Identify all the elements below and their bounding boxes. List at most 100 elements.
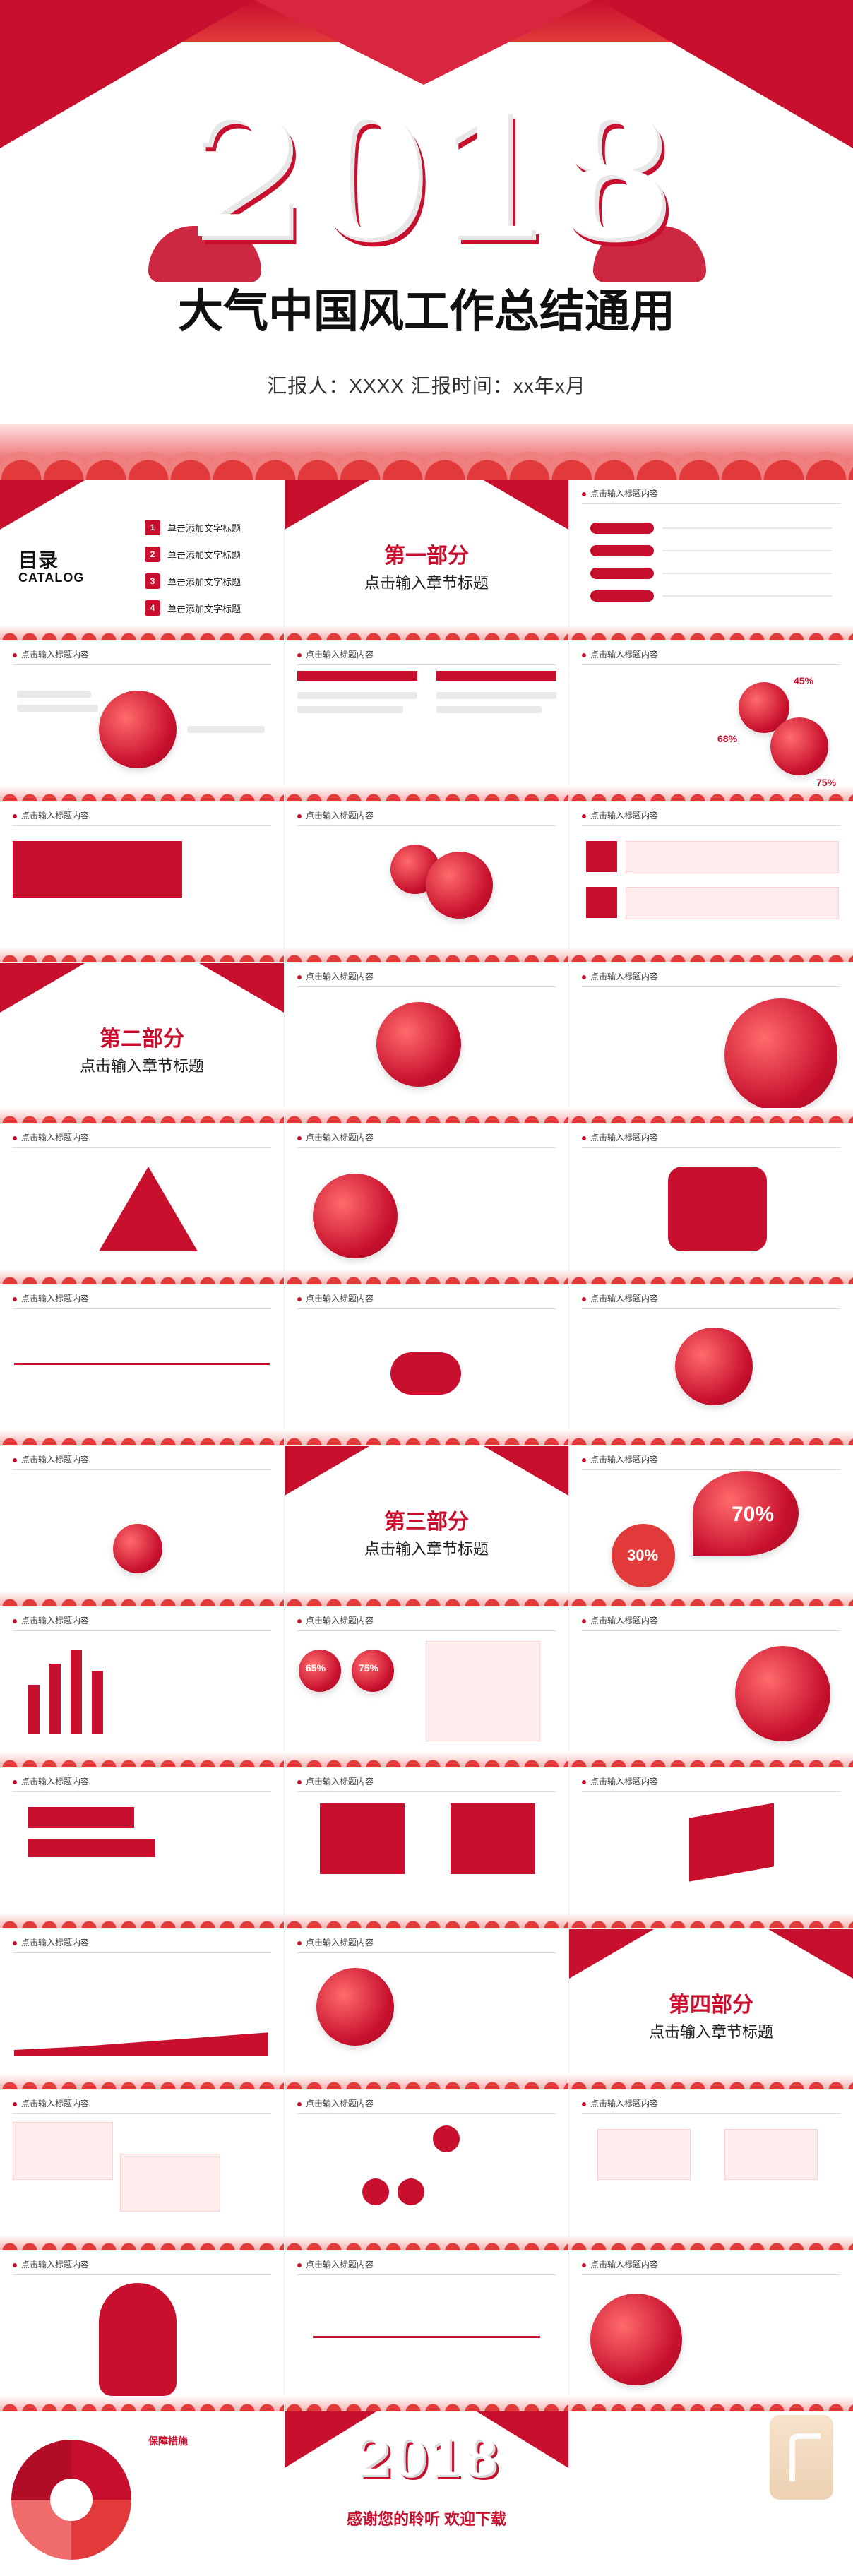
corner-ornament-tl bbox=[569, 1929, 654, 1979]
timeline bbox=[14, 1363, 270, 1365]
footer-wave bbox=[285, 2396, 568, 2411]
slide-radial: 点击输入标题内容 bbox=[0, 1446, 284, 1606]
footer-wave bbox=[285, 1430, 568, 1445]
slide-header: 点击输入标题内容 bbox=[297, 2258, 556, 2275]
corner-ornament-tr bbox=[199, 963, 284, 1013]
slide-section-4: 第四部分 点击输入章节标题 bbox=[569, 1929, 853, 2089]
corner-ornament-tl bbox=[0, 963, 85, 1013]
footer-wave bbox=[0, 1108, 284, 1123]
corner-ornament-tr bbox=[484, 1446, 568, 1496]
catalog-label: 单击添加文字标题 bbox=[167, 603, 241, 614]
banner bbox=[28, 1839, 155, 1857]
footer-wave bbox=[285, 1752, 568, 1767]
footer-wave bbox=[569, 786, 853, 801]
measures-label: 保障措施 bbox=[148, 2435, 188, 2447]
slide-phone: 点击输入标题内容 65% 75% bbox=[285, 1607, 568, 1767]
pie-chart bbox=[735, 1646, 830, 1741]
text-card bbox=[626, 841, 839, 873]
slide-header: 点击输入标题内容 bbox=[13, 2258, 271, 2275]
list-row bbox=[590, 523, 832, 534]
percent-label: 70% bbox=[732, 1503, 775, 1526]
pill bbox=[590, 545, 654, 556]
footer-wave bbox=[569, 625, 853, 640]
people-icon bbox=[586, 887, 617, 918]
slide-clouds: 点击输入标题内容 bbox=[285, 1285, 568, 1445]
phone-mockup bbox=[426, 1641, 540, 1741]
footer-wave bbox=[569, 2235, 853, 2250]
slide-section-2: 第二部分 点击输入章节标题 bbox=[0, 963, 284, 1123]
catalog-title: 目录 bbox=[18, 549, 59, 571]
slide-arrows: 点击输入标题内容 bbox=[0, 1285, 284, 1445]
slide-arc: 点击输入标题内容 bbox=[569, 963, 853, 1123]
footer-wave bbox=[0, 786, 284, 801]
catalog-label: 单击添加文字标题 bbox=[167, 549, 241, 561]
cloud-decoration-right bbox=[593, 226, 706, 282]
slide-header: 点击输入标题内容 bbox=[582, 1131, 840, 1148]
thumbnail-grid: 目录 CATALOG 1 单击添加文字标题 2 单击添加文字标题 3 单击添加文… bbox=[0, 480, 853, 2411]
slide-header: 点击输入标题内容 bbox=[297, 1131, 556, 1148]
footer-wave bbox=[0, 2235, 284, 2250]
footer-wave bbox=[0, 2396, 284, 2411]
slide-pie: 点击输入标题内容 bbox=[569, 1607, 853, 1767]
slide-steps: 点击输入标题内容 bbox=[285, 2251, 568, 2411]
profile-silhouette bbox=[99, 2283, 177, 2396]
slide-area: 点击输入标题内容 bbox=[0, 1929, 284, 2089]
pill bbox=[590, 590, 654, 602]
footer-wave bbox=[285, 947, 568, 962]
catalog-item: 4 单击添加文字标题 bbox=[145, 595, 272, 621]
slide-header: 点击输入标题内容 bbox=[297, 1775, 556, 1792]
cloud-icon bbox=[390, 1352, 461, 1395]
corner-ornament-tr bbox=[477, 2411, 568, 2468]
slide-section-1: 第一部分 点击输入章节标题 bbox=[285, 480, 568, 640]
list-row bbox=[590, 590, 832, 602]
slide-block: 点击输入标题内容 bbox=[0, 802, 284, 962]
slide-header: 点击输入标题内容 bbox=[13, 2097, 271, 2114]
slide-numbered: 点击输入标题内容 bbox=[285, 2090, 568, 2250]
catalog-number: 3 bbox=[145, 573, 160, 589]
slide-hexagons: 点击输入标题内容 bbox=[569, 1124, 853, 1284]
line bbox=[662, 573, 832, 574]
slide-header: 点击输入标题内容 bbox=[582, 1453, 840, 1470]
footer-wave bbox=[569, 1913, 853, 1928]
slide-icons: 点击输入标题内容 bbox=[569, 802, 853, 962]
catalog-item: 3 单击添加文字标题 bbox=[145, 568, 272, 595]
corner-ornament-tl bbox=[285, 2411, 376, 2468]
catalog-number: 1 bbox=[145, 520, 160, 535]
ornament-center bbox=[254, 0, 593, 85]
slide-list: 点击输入标题内容 bbox=[569, 480, 853, 640]
slide-bar-chart: 点击输入标题内容 bbox=[0, 1607, 284, 1767]
hub-circle bbox=[113, 1524, 162, 1573]
step-number bbox=[398, 2178, 424, 2205]
percent-label: 65% bbox=[306, 1662, 326, 1674]
slide-hearts: 点击输入标题内容 bbox=[285, 1929, 568, 2089]
text-placeholder bbox=[297, 706, 403, 713]
painting-image bbox=[120, 2154, 220, 2212]
chart-icon bbox=[586, 841, 617, 872]
percent-label: 30% bbox=[627, 1546, 659, 1564]
footer-wave bbox=[0, 1752, 284, 1767]
footer-wave bbox=[0, 2074, 284, 2089]
slide-percent: 点击输入标题内容 45% 68% 75% bbox=[569, 641, 853, 801]
footer-wave bbox=[285, 1108, 568, 1123]
slide-header: 点击输入标题内容 bbox=[582, 970, 840, 987]
corner-ornament-tl bbox=[0, 480, 85, 530]
slide-layers: 点击输入标题内容 bbox=[569, 1768, 853, 1928]
footer-wave bbox=[569, 1430, 853, 1445]
flag bbox=[320, 1803, 405, 1874]
footer-wave bbox=[285, 1591, 568, 1606]
step-number bbox=[362, 2178, 389, 2205]
layer-stack bbox=[689, 1803, 774, 1882]
footer-wave bbox=[285, 786, 568, 801]
pyramid bbox=[99, 1167, 198, 1251]
slide-header: 点击输入标题内容 bbox=[582, 1292, 840, 1309]
bar bbox=[92, 1671, 103, 1734]
slide-header: 点击输入标题内容 bbox=[13, 809, 271, 826]
section-title: 第一部分 bbox=[384, 544, 469, 568]
bar bbox=[28, 1685, 40, 1734]
slide-header: 点击输入标题内容 bbox=[582, 487, 840, 504]
catalog-item: 1 单击添加文字标题 bbox=[145, 514, 272, 541]
slide-ring: 点击输入标题内容 bbox=[285, 963, 568, 1123]
step-number bbox=[433, 2125, 460, 2152]
percent-label: 75% bbox=[359, 1662, 379, 1674]
footer-wave bbox=[569, 2396, 853, 2411]
